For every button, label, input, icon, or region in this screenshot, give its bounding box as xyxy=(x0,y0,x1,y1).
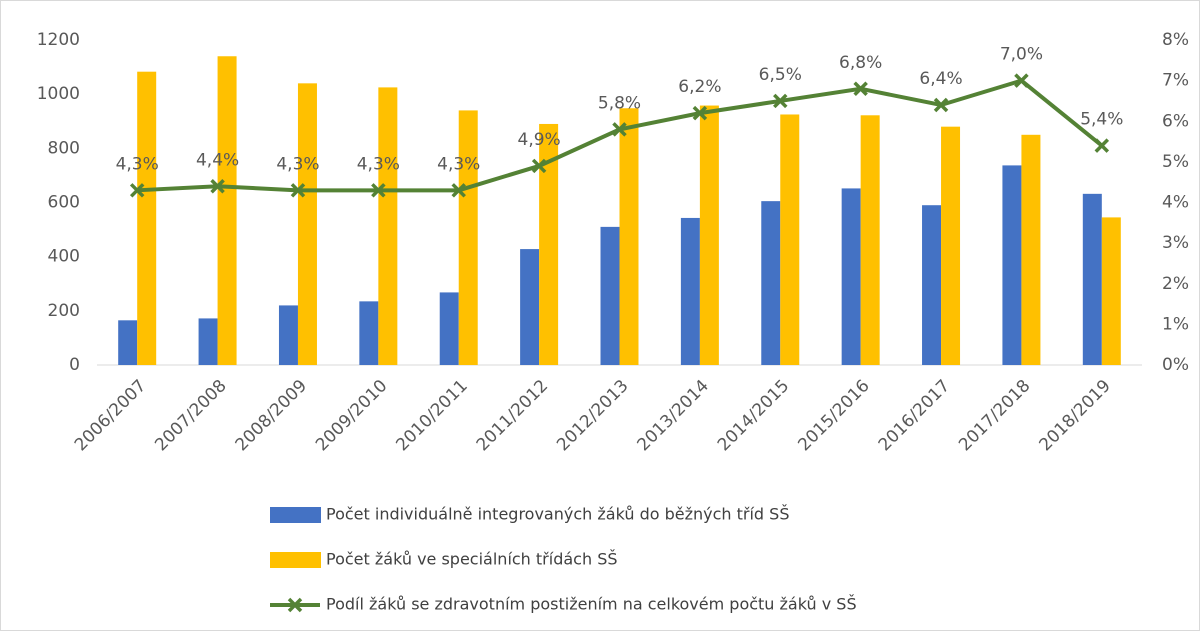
data-label: 5,8% xyxy=(598,93,641,113)
y-tick-label: 600 xyxy=(48,193,80,213)
data-label: 6,5% xyxy=(759,65,802,85)
y-tick-label: 1000 xyxy=(37,84,80,104)
data-label: 4,3% xyxy=(276,154,319,174)
bar xyxy=(378,87,398,365)
y2-tick-label: 4% xyxy=(1162,193,1189,213)
bar xyxy=(600,226,620,365)
marker xyxy=(290,183,306,198)
y-tick-label: 800 xyxy=(48,138,80,158)
y-tick-label: 1200 xyxy=(37,30,80,50)
data-label: 4,4% xyxy=(196,150,239,170)
bar xyxy=(359,301,379,365)
bar xyxy=(198,318,218,365)
marker xyxy=(129,183,145,198)
bar xyxy=(118,320,138,365)
bar xyxy=(439,292,459,365)
marker xyxy=(1014,73,1029,88)
marker xyxy=(210,179,225,194)
bar xyxy=(1021,134,1041,365)
bar xyxy=(1101,217,1121,365)
marker xyxy=(1094,138,1110,153)
marker xyxy=(451,183,466,198)
bar xyxy=(941,126,961,366)
y2-tick-label: 7% xyxy=(1162,71,1189,91)
marker xyxy=(853,81,868,96)
y-tick-label: 200 xyxy=(48,301,80,321)
marker xyxy=(371,183,386,198)
legend-text: Podíl žáků se zdravotním postižením na c… xyxy=(326,595,857,614)
bar xyxy=(680,217,700,365)
legend-swatch xyxy=(287,597,303,613)
bar xyxy=(520,249,540,365)
bar xyxy=(922,205,942,365)
bar xyxy=(539,123,559,365)
legend-text: Počet individuálně integrovaných žáků do… xyxy=(326,505,789,524)
bar xyxy=(780,114,800,366)
y2-tick-label: 3% xyxy=(1162,233,1189,253)
data-label: 4,3% xyxy=(357,154,400,174)
data-label: 6,4% xyxy=(919,69,962,89)
bar xyxy=(137,71,157,365)
bar xyxy=(278,305,298,365)
bar xyxy=(458,110,478,366)
y2-tick-label: 5% xyxy=(1162,152,1189,172)
y2-tick-label: 1% xyxy=(1162,314,1189,334)
bar xyxy=(761,201,781,365)
y2-tick-label: 8% xyxy=(1162,30,1189,50)
bar xyxy=(619,108,639,365)
legend-swatch xyxy=(270,507,321,523)
bar xyxy=(1082,193,1102,365)
data-label: 5,4% xyxy=(1080,110,1123,130)
marker xyxy=(773,93,788,109)
y2-tick-label: 2% xyxy=(1162,274,1189,294)
bar xyxy=(841,188,861,365)
marker xyxy=(612,122,627,137)
bar xyxy=(1002,165,1022,365)
legend-text: Počet žáků ve speciálních třídách SŠ xyxy=(326,550,618,569)
bar xyxy=(297,83,317,365)
marker xyxy=(531,158,547,174)
bar xyxy=(699,105,719,366)
legend-swatch xyxy=(270,552,321,568)
bar xyxy=(860,115,880,366)
data-label: 4,3% xyxy=(437,154,480,174)
data-label: 6,8% xyxy=(839,53,882,73)
bar xyxy=(217,56,237,365)
data-label: 7,0% xyxy=(1000,45,1043,65)
y-tick-label: 400 xyxy=(48,247,80,267)
marker xyxy=(692,105,708,121)
data-label: 6,2% xyxy=(678,77,721,97)
y2-tick-label: 0% xyxy=(1162,355,1189,375)
data-label: 4,3% xyxy=(116,154,159,174)
data-label: 4,9% xyxy=(518,130,561,150)
marker xyxy=(933,97,949,113)
y2-tick-label: 6% xyxy=(1162,111,1189,131)
y-tick-label: 0 xyxy=(69,355,80,375)
